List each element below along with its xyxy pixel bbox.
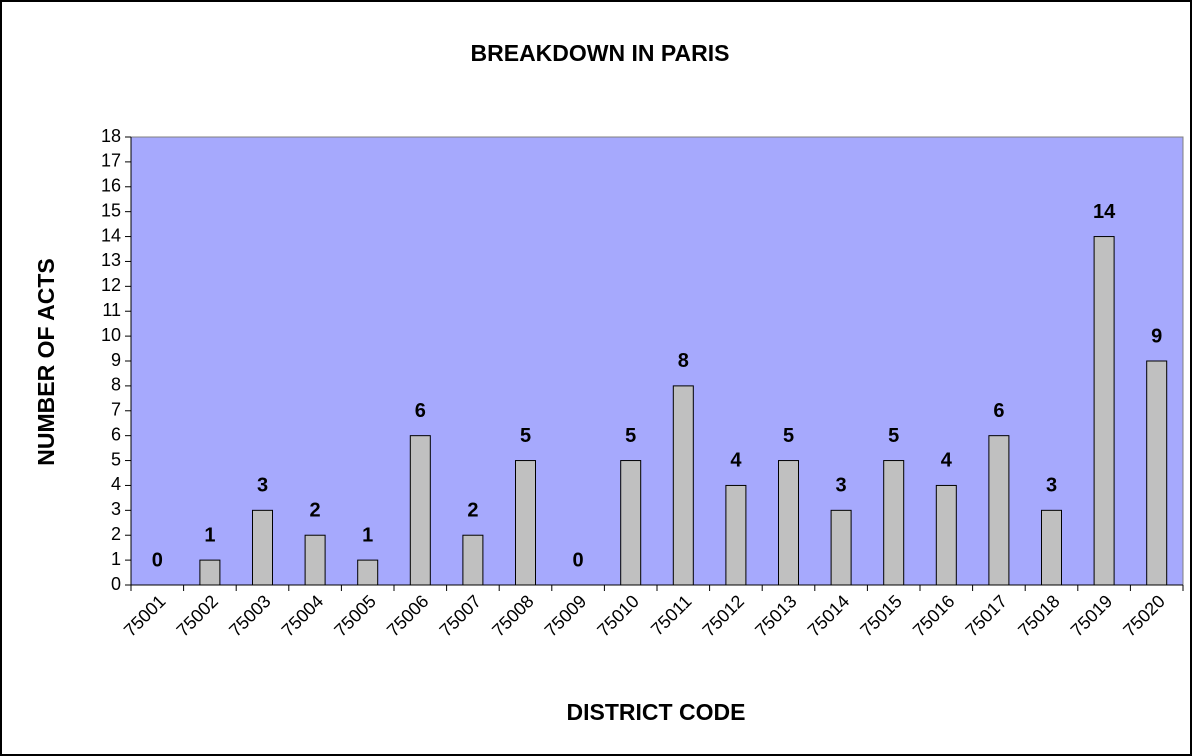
y-tick-label: 0 bbox=[111, 574, 121, 594]
y-tick-label: 10 bbox=[101, 325, 121, 345]
data-label: 5 bbox=[783, 425, 794, 447]
chart-title: BREAKDOWN IN PARIS bbox=[471, 40, 730, 66]
bar bbox=[409, 435, 431, 586]
data-label: 5 bbox=[888, 425, 899, 447]
data-label: 0 bbox=[573, 549, 584, 571]
bar bbox=[830, 509, 852, 586]
data-label: 3 bbox=[1046, 475, 1057, 497]
bar bbox=[1146, 360, 1168, 586]
data-label: 1 bbox=[204, 524, 215, 546]
y-tick-label: 6 bbox=[111, 424, 121, 444]
bar bbox=[304, 534, 326, 586]
data-label: 6 bbox=[415, 400, 426, 422]
y-tick-label: 18 bbox=[101, 126, 121, 146]
y-tick-label: 1 bbox=[111, 549, 121, 569]
y-axis-title: NUMBER OF ACTS bbox=[33, 258, 59, 465]
y-tick-label: 5 bbox=[111, 449, 121, 469]
bar bbox=[199, 559, 221, 586]
bar bbox=[1093, 236, 1115, 586]
bar bbox=[620, 460, 642, 586]
data-label: 2 bbox=[467, 500, 478, 522]
bar bbox=[1041, 509, 1062, 586]
y-tick-label: 4 bbox=[111, 474, 121, 494]
bar bbox=[778, 460, 799, 586]
data-label: 0 bbox=[152, 549, 163, 571]
bar bbox=[672, 385, 694, 586]
bar bbox=[935, 484, 957, 586]
data-label: 5 bbox=[625, 425, 636, 447]
bar bbox=[988, 435, 1010, 586]
bar bbox=[515, 460, 536, 586]
y-tick-label: 13 bbox=[101, 250, 121, 270]
data-label: 2 bbox=[310, 500, 321, 522]
bar bbox=[252, 509, 273, 586]
data-label: 14 bbox=[1093, 201, 1116, 223]
data-label: 5 bbox=[520, 425, 531, 447]
data-label: 1 bbox=[362, 524, 373, 546]
bar bbox=[883, 460, 905, 586]
y-tick-label: 3 bbox=[111, 499, 121, 519]
y-tick-label: 12 bbox=[101, 275, 121, 295]
y-tick-label: 16 bbox=[101, 176, 121, 196]
data-label: 6 bbox=[993, 400, 1004, 422]
y-tick-label: 7 bbox=[111, 400, 121, 420]
y-tick-label: 8 bbox=[111, 375, 121, 395]
data-label: 4 bbox=[941, 450, 953, 472]
data-label: 3 bbox=[257, 475, 268, 497]
bar bbox=[462, 534, 484, 586]
x-axis-title: DISTRICT CODE bbox=[567, 699, 746, 725]
bar bbox=[725, 484, 747, 586]
data-label: 8 bbox=[678, 350, 689, 372]
y-tick-label: 15 bbox=[101, 200, 121, 220]
y-tick-label: 11 bbox=[102, 300, 121, 320]
plot-area bbox=[130, 136, 1184, 586]
data-label: 9 bbox=[1151, 325, 1162, 347]
bar bbox=[357, 559, 379, 586]
data-label: 4 bbox=[730, 450, 742, 472]
data-label: 3 bbox=[836, 475, 847, 497]
y-tick-label: 9 bbox=[111, 350, 121, 370]
y-tick-label: 2 bbox=[111, 524, 121, 544]
y-tick-label: 17 bbox=[101, 151, 121, 171]
y-tick-label: 14 bbox=[101, 225, 121, 245]
